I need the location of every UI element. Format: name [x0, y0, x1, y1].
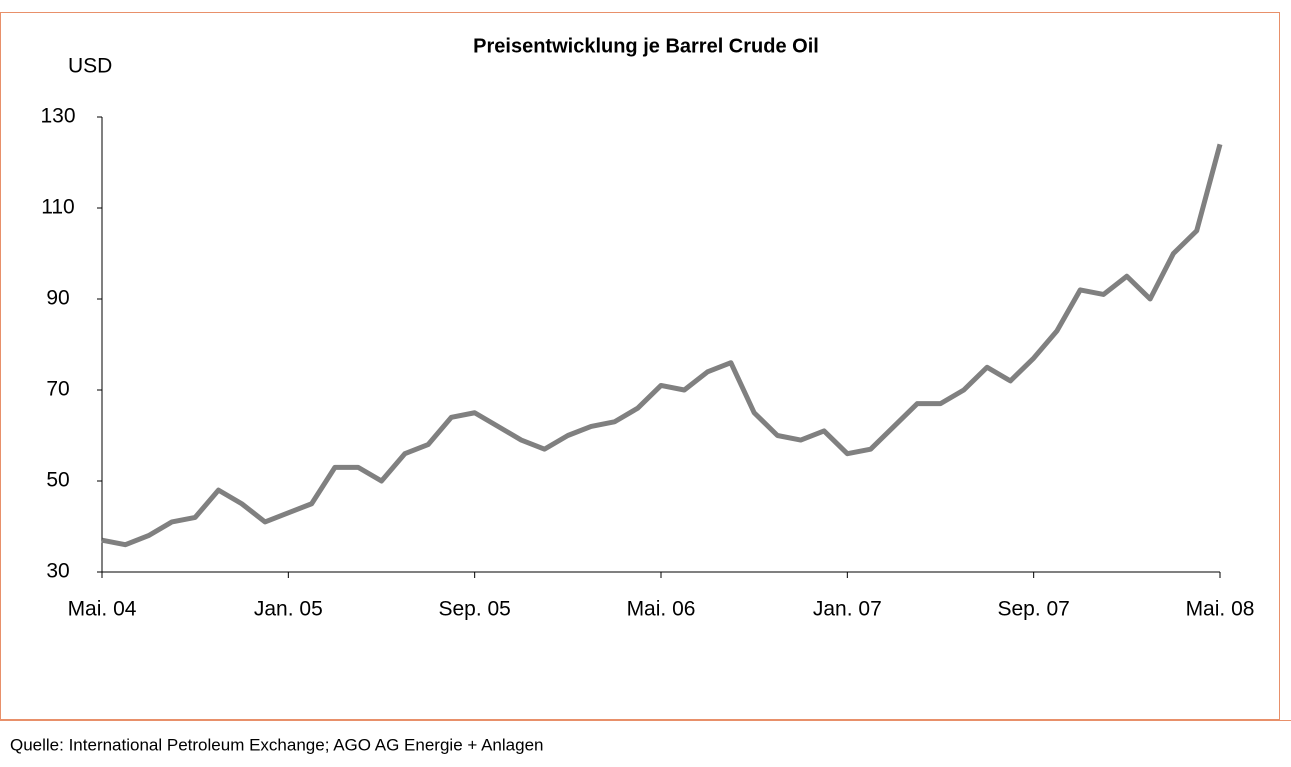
x-tick-label: Sep. 05	[438, 598, 510, 621]
y-tick-label: 130	[40, 105, 75, 128]
x-tick-label: Mai. 08	[1186, 598, 1255, 621]
price-line	[101, 143, 1223, 548]
source: Quelle: International Petroleum Exchange…	[10, 735, 543, 754]
x-tick-label: Mai. 06	[627, 598, 696, 621]
x-tick-label: Mai. 04	[68, 598, 137, 621]
y-tick-label: 90	[46, 287, 69, 310]
x-tick-label: Jan. 05	[254, 598, 323, 621]
y-axis-label: USD	[68, 55, 112, 78]
chart-title: Preisentwicklung je Barrel Crude Oil	[473, 35, 819, 57]
y-tick-label: 50	[46, 469, 69, 492]
y-tick-label: 70	[46, 378, 69, 401]
frame	[0, 12, 1280, 720]
x-tick-label: Sep. 07	[997, 598, 1069, 621]
x-tick-label: Jan. 07	[813, 598, 882, 621]
y-tick-label: 30	[46, 560, 69, 583]
y-tick-label: 110	[41, 196, 74, 219]
